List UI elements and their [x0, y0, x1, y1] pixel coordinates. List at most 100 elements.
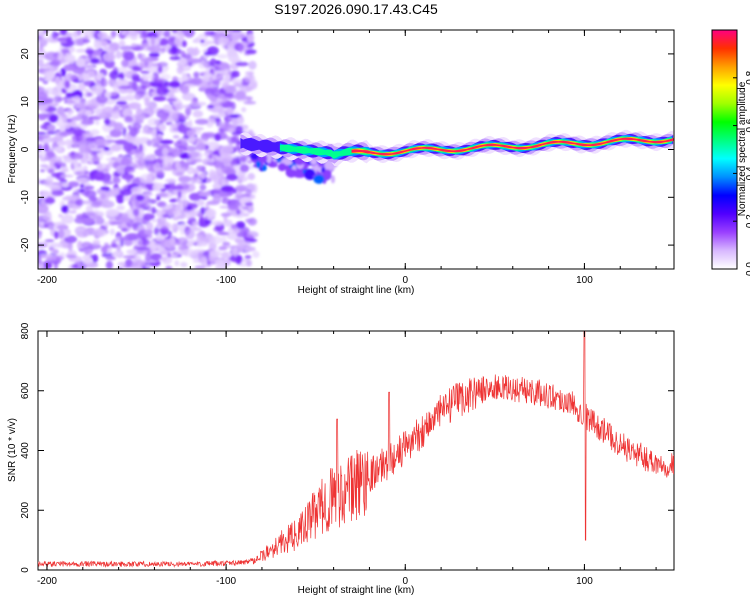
noise-speckle: [205, 178, 212, 183]
spectrogram-ytick-label: -20: [20, 237, 31, 252]
noise-speckle: [195, 179, 203, 183]
noise-speckle: [231, 30, 242, 37]
noise-speckle: [193, 71, 200, 78]
noise-speckle: [132, 223, 138, 231]
noise-speckle: [246, 259, 252, 267]
noise-speckle: [72, 31, 79, 39]
noise-speckle: [242, 231, 248, 236]
noise-speckle: [196, 234, 205, 244]
noise-speckle: [93, 137, 103, 148]
noise-speckle: [91, 156, 100, 163]
noise-speckle: [162, 104, 174, 113]
spectrogram-xtick-label: -200: [37, 275, 57, 286]
noise-speckle: [147, 101, 158, 109]
noise-speckle: [218, 246, 228, 251]
noise-speckle: [75, 199, 85, 206]
noise-speckle: [235, 90, 246, 100]
noise-speckle: [235, 184, 248, 192]
noise-speckle: [67, 242, 73, 252]
noise-speckle: [155, 224, 165, 228]
noise-speckle: [75, 57, 86, 68]
noise-speckle: [164, 30, 172, 33]
noise-speckle: [109, 119, 115, 123]
noise-speckle: [174, 249, 183, 254]
noise-speckle: [216, 54, 228, 59]
noise-speckle: [46, 151, 55, 158]
noise-speckle: [119, 239, 125, 247]
noise-speckle: [144, 97, 150, 107]
noise-speckle: [179, 65, 192, 72]
noise-speckle: [63, 64, 76, 72]
noise-speckle: [158, 38, 169, 46]
spectrogram-ytick-label: -10: [20, 190, 31, 205]
noise-speckle: [147, 117, 160, 127]
noise-speckle: [215, 117, 222, 127]
noise-speckle: [210, 58, 217, 66]
noise-speckle: [171, 30, 178, 34]
noise-speckle: [152, 96, 167, 102]
noise-speckle: [92, 239, 101, 245]
noise-speckle: [219, 145, 234, 155]
noise-speckle: [43, 262, 53, 269]
noise-speckle: [84, 110, 92, 116]
noise-speckle: [76, 178, 88, 183]
snr-ytick-label: 800: [20, 322, 31, 339]
noise-speckle: [153, 226, 160, 236]
noise-speckle: [104, 59, 115, 69]
noise-speckle: [163, 156, 169, 166]
noise-speckle: [244, 246, 256, 252]
noise-speckle: [137, 157, 147, 167]
noise-speckle: [199, 184, 207, 191]
noise-speckle: [132, 208, 140, 216]
snr-series-line: [38, 331, 674, 568]
noise-speckle: [124, 240, 133, 247]
noise-speckle: [169, 198, 177, 203]
noise-speckle: [183, 104, 191, 109]
spectrogram-image: [38, 30, 674, 269]
noise-speckle: [227, 205, 239, 211]
noise-speckle: [174, 260, 180, 267]
noise-speckle: [46, 221, 55, 230]
noise-speckle: [160, 114, 168, 123]
noise-speckle: [170, 185, 184, 190]
noise-speckle: [250, 79, 258, 89]
noise-speckle: [120, 227, 129, 232]
noise-speckle: [61, 205, 69, 213]
noise-speckle: [210, 88, 222, 97]
noise-speckle: [189, 192, 202, 201]
noise-speckle: [125, 166, 136, 174]
noise-speckle: [124, 94, 136, 101]
noise-speckle: [105, 208, 120, 217]
noise-speckle: [65, 54, 76, 64]
noise-speckle: [134, 200, 140, 208]
noise-speckle: [75, 48, 88, 53]
noise-speckle: [245, 189, 252, 197]
noise-speckle: [161, 166, 175, 171]
noise-speckle: [172, 216, 180, 221]
noise-speckle: [190, 158, 203, 163]
noise-speckle: [164, 239, 177, 249]
noise-speckle: [215, 60, 221, 65]
signal-band: [351, 137, 674, 157]
noise-speckle: [204, 117, 216, 126]
noise-speckle: [102, 181, 115, 185]
noise-speckle: [163, 30, 171, 38]
noise-speckle: [43, 212, 52, 221]
noise-speckle: [110, 243, 118, 248]
noise-speckle: [51, 190, 64, 197]
noise-speckle: [199, 215, 204, 226]
colorbar-tick-label: 0.4: [745, 166, 750, 180]
noise-speckle: [243, 52, 251, 56]
colorbar-tick-label: 0.2: [745, 214, 750, 228]
noise-speckle: [120, 188, 133, 196]
noise-speckle: [225, 74, 231, 83]
noise-speckle: [218, 73, 225, 78]
noise-speckle: [187, 225, 198, 229]
colorbar-tick-label: 0.6: [745, 118, 750, 132]
noise-speckle: [77, 151, 85, 159]
noise-speckle: [102, 52, 116, 62]
noise-speckle: [228, 35, 242, 40]
noise-speckle: [91, 49, 103, 56]
noise-speckle: [44, 196, 56, 205]
noise-speckle: [138, 207, 145, 218]
